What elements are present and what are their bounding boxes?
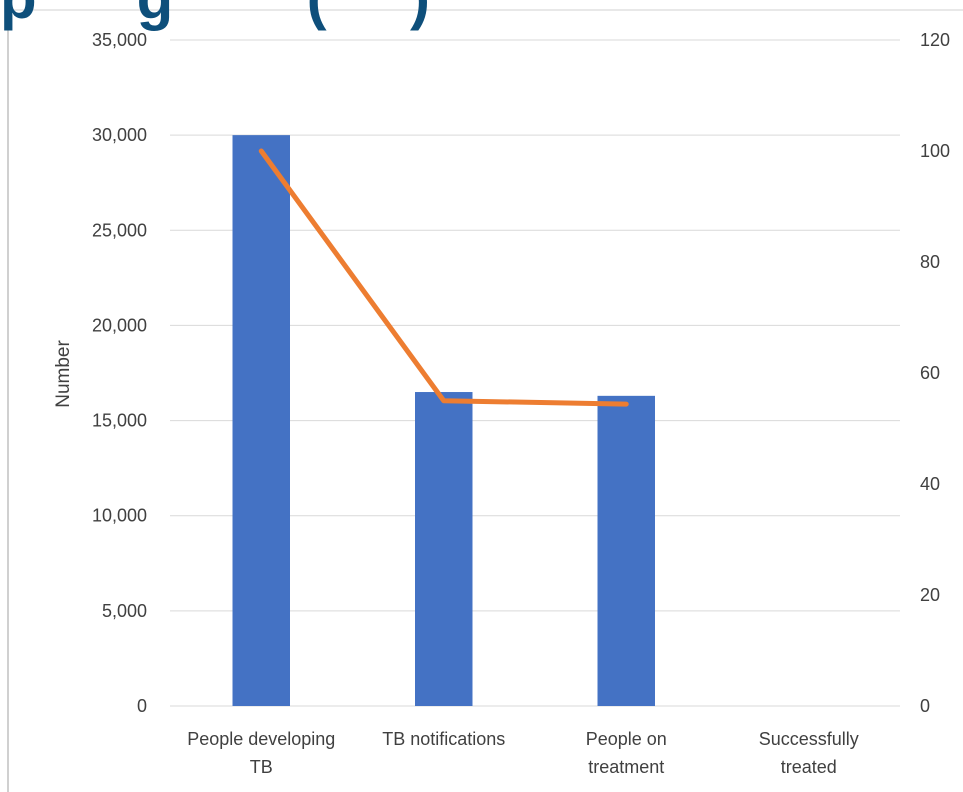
y2-tick-label: 40: [920, 474, 940, 494]
x-tick-label-line: TB: [250, 757, 273, 777]
y-tick-label: 0: [137, 696, 147, 716]
y2-tick-label: 20: [920, 585, 940, 605]
right-axis-ticks: 0 20 40 60 80 100 120: [920, 30, 950, 716]
y2-tick-label: 120: [920, 30, 950, 50]
y2-tick-label: 80: [920, 252, 940, 272]
x-tick-label-line: People developing: [187, 729, 335, 749]
x-tick-label: TB notifications: [382, 729, 505, 749]
x-tick-label: Successfully treated: [759, 729, 859, 777]
x-tick-label: People on treatment: [586, 729, 667, 777]
category-labels: People developing TB TB notifications Peopl…: [187, 729, 859, 777]
y2-tick-label: 0: [920, 696, 930, 716]
y-axis-title: Number: [53, 340, 74, 408]
line-path: [261, 151, 626, 404]
bar: [415, 392, 472, 706]
left-axis-ticks: 0 5,000 10,000 15,000 20,000 25,000 30,000 35,0…: [92, 30, 147, 716]
line-series: [261, 151, 626, 404]
x-tick-label-line: treated: [781, 757, 837, 777]
y-tick-label: 15,000: [92, 411, 147, 431]
y-tick-label: 30,000: [92, 125, 147, 145]
x-tick-label-line: TB notifications: [382, 729, 505, 749]
y2-tick-label: 100: [920, 141, 950, 161]
x-tick-label-line: People on: [586, 729, 667, 749]
y-tick-label: 20,000: [92, 315, 147, 335]
x-tick-label: People developing TB: [187, 729, 335, 777]
bar: [233, 135, 290, 706]
x-tick-label-line: treatment: [588, 757, 664, 777]
y-tick-label: 35,000: [92, 30, 147, 50]
bar: [598, 396, 655, 706]
heading-fragment: p g ( ): [0, 0, 430, 31]
y-tick-label: 5,000: [102, 601, 147, 621]
y2-tick-label: 60: [920, 363, 940, 383]
x-tick-label-line: Successfully: [759, 729, 859, 749]
y-tick-label: 25,000: [92, 220, 147, 240]
y-tick-label: 10,000: [92, 506, 147, 526]
